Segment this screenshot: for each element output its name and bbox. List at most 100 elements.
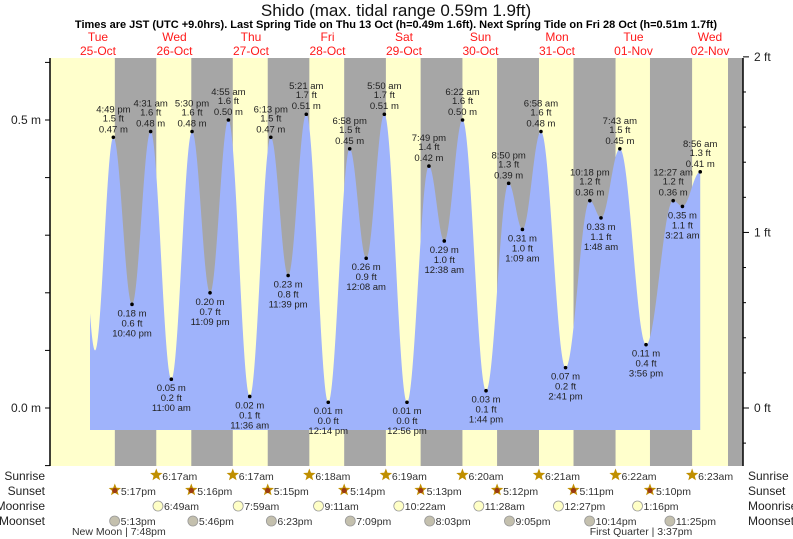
date-label: 28-Oct (309, 44, 346, 58)
high-tide-point (347, 147, 352, 151)
low-tide-m: 0.11 m (632, 349, 660, 360)
moonrise-time: 11:28am (485, 501, 525, 513)
moonrise-time: 10:22am (405, 501, 446, 513)
low-tide-time: 1:09 am (505, 253, 539, 264)
low-tide-m: 0.01 m (392, 406, 421, 417)
low-tide-m: 0.03 m (472, 395, 501, 406)
high-tide-time: 10:18 pm (570, 168, 610, 179)
sunset-time: 5:10pm (656, 486, 691, 498)
date-label: 26-Oct (156, 44, 193, 58)
high-tide-ft: 1.7 ft (374, 90, 395, 101)
low-tide-m: 0.07 m (551, 372, 580, 383)
high-tide-ft: 1.6 ft (452, 96, 473, 107)
date-label: 01-Nov (614, 44, 653, 58)
high-tide-ft: 1.2 ft (663, 177, 684, 188)
sunset-icon-center (570, 487, 577, 494)
chart-title: Shido (max. tidal range 0.59m 1.9ft) (261, 1, 531, 20)
high-tide-m: 0.51 m (370, 101, 399, 112)
left-axis-label: 0.5 m (11, 113, 41, 127)
low-tide-ft: 0.0 ft (318, 416, 339, 427)
high-tide-point (588, 198, 592, 203)
high-tide-m: 0.39 m (494, 170, 523, 181)
low-tide-m: 0.20 m (196, 297, 225, 308)
high-tide-m: 0.36 m (575, 188, 604, 199)
low-tide-point (130, 302, 134, 307)
high-tide-point (539, 129, 543, 134)
day-of-week-label: Mon (545, 30, 568, 44)
sunrise-time: 6:19am (392, 471, 427, 483)
moonset-icon (109, 515, 121, 527)
date-label: 27-Oct (233, 44, 270, 58)
high-tide-time: 6:13 pm (254, 104, 288, 115)
low-tide-m: 0.33 m (586, 222, 615, 233)
high-tide-point (698, 170, 703, 174)
moonrise-icon (232, 500, 244, 512)
high-tide-m: 0.48 m (136, 119, 165, 130)
low-tide-m: 0.05 m (157, 383, 186, 394)
high-tide-time: 6:58 pm (333, 116, 367, 127)
high-tide-point (460, 118, 465, 122)
high-tide-m: 0.50 m (448, 107, 477, 118)
moonset-time: 8:03pm (436, 516, 471, 528)
sunset-icon-center (494, 487, 500, 494)
high-tide-m: 0.47 m (256, 124, 285, 135)
moonset-time: 11:25pm (676, 516, 716, 528)
moonset-icon (504, 515, 515, 527)
sunrise-icon (379, 468, 393, 481)
high-tide-point (427, 164, 431, 168)
high-tide-m: 0.36 m (659, 188, 688, 199)
low-tide-ft: 1.0 ft (434, 255, 455, 266)
low-tide-point (563, 365, 568, 370)
high-tide-ft: 1.3 ft (498, 159, 519, 170)
day-of-week-label: Tue (623, 30, 644, 44)
right-axis-label: 2 ft (754, 50, 771, 64)
high-tide-time: 6:58 am (524, 99, 558, 110)
sunset-icon-center (418, 487, 424, 494)
sunrise-icon (226, 468, 239, 481)
moonset-time: 7:09pm (356, 516, 391, 528)
low-tide-m: 0.01 m (314, 406, 343, 417)
low-tide-time: 11:09 pm (191, 317, 230, 328)
sunrise-row-label-right: Sunrise (748, 469, 789, 483)
sunset-time: 5:12pm (503, 486, 538, 498)
low-tide-point (405, 400, 409, 405)
low-tide-point (364, 256, 368, 261)
high-tide-ft: 1.5 ft (339, 125, 360, 136)
date-label: 31-Oct (539, 44, 576, 58)
tide-area (90, 114, 701, 430)
moonset-time: 5:46pm (199, 516, 234, 528)
low-tide-time: 12:56 pm (387, 426, 427, 437)
high-tide-time: 5:21 am (289, 81, 323, 92)
moonset-time: 5:13pm (121, 516, 156, 528)
high-tide-point (190, 129, 194, 134)
low-tide-time: 12:08 am (346, 282, 386, 293)
day-of-week-label: Thu (241, 30, 262, 44)
high-tide-time: 7:49 pm (412, 133, 446, 144)
moonrise-time: 1:16pm (644, 501, 679, 513)
high-tide-ft: 1.2 ft (579, 177, 600, 188)
high-tide-time: 8:56 am (683, 139, 717, 150)
low-tide-ft: 0.7 ft (199, 307, 220, 318)
sunrise-icon (685, 468, 699, 481)
low-tide-point (169, 377, 174, 382)
sunrise-icon (609, 468, 622, 481)
night-band (728, 58, 743, 466)
sunrise-icon (150, 468, 163, 481)
moonset-time: 6:23pm (277, 516, 312, 528)
moonset-icon (344, 515, 356, 527)
high-tide-point (382, 112, 387, 117)
low-tide-time: 11:00 am (152, 403, 191, 414)
sunset-time: 5:11pm (580, 486, 614, 498)
sunrise-time: 6:18am (315, 471, 350, 483)
high-tide-ft: 1.5 ft (103, 113, 124, 124)
sunset-icon-center (341, 487, 347, 494)
low-tide-m: 0.18 m (117, 308, 146, 319)
astronomy-rows: Sunrise Sunrise 6:17am 6:17am 6:18am 6:19am 6:… (0, 468, 793, 538)
low-tide-ft: 0.0 ft (396, 416, 417, 427)
sunrise-time: 6:20am (468, 471, 503, 483)
low-tide-ft: 1.0 ft (512, 243, 533, 254)
moonrise-time: 7:59am (244, 501, 279, 513)
high-tide-m: 0.51 m (292, 101, 321, 112)
moonrise-icon (313, 500, 324, 512)
